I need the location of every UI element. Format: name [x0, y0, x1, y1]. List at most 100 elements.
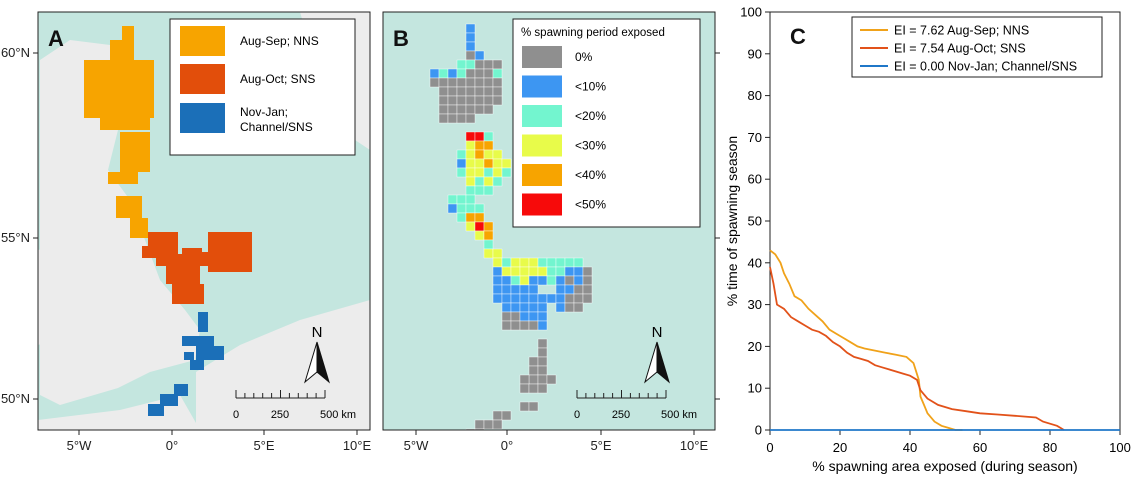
exposure-cell: [447, 95, 458, 106]
lon-tick-5w: 5°W: [67, 438, 92, 453]
exposure-cell: [546, 293, 557, 304]
x-tick-label: 60: [973, 440, 987, 455]
north-label: N: [312, 324, 323, 341]
exposure-cell: [537, 365, 548, 376]
exposure-cell: [492, 158, 503, 169]
exposure-cell: [483, 185, 494, 196]
exposure-cell: [465, 68, 476, 79]
spawning-cell: [172, 284, 204, 304]
exposure-cell: [456, 68, 467, 79]
scale-label-250: 250: [612, 409, 630, 421]
spawning-cell: [190, 360, 204, 370]
axes-b: 5°W 0° 5°E 10°E: [404, 52, 720, 453]
exposure-cell: [429, 77, 440, 88]
exposure-cell: [564, 302, 575, 313]
exposure-cell: [501, 410, 512, 421]
exposure-cell: [465, 50, 476, 61]
legend-swatch: [522, 105, 562, 127]
exposure-cell: [537, 257, 548, 268]
exposure-cell: [438, 68, 449, 79]
exposure-cell: [474, 230, 485, 241]
y-tick-label: 20: [748, 339, 762, 354]
scale-label-250: 250: [271, 409, 289, 421]
exposure-cell: [492, 68, 503, 79]
lon-tick-5e: 5°E: [590, 438, 611, 453]
exposure-cell: [483, 167, 494, 178]
exposure-cell: [546, 257, 557, 268]
exposure-cell: [555, 293, 566, 304]
panel-label-a: A: [48, 26, 64, 51]
exposure-cell: [474, 167, 485, 178]
lon-tick-10e: 10°E: [680, 438, 709, 453]
exposure-cell: [474, 419, 485, 430]
exposure-cell: [465, 95, 476, 106]
exposure-cell: [564, 275, 575, 286]
spawning-cell: [122, 26, 134, 60]
spawning-cell: [202, 252, 214, 266]
exposure-cell: [546, 275, 557, 286]
exposure-cell: [483, 77, 494, 88]
exposure-cell: [474, 86, 485, 97]
exposure-cell: [483, 158, 494, 169]
series-line-1: [769, 266, 1065, 431]
exposure-cell: [474, 212, 485, 223]
exposure-cell: [492, 275, 503, 286]
exposure-cell: [519, 320, 530, 331]
exposure-cell: [501, 275, 512, 286]
exposure-cell: [474, 176, 485, 187]
exposure-cell: [438, 113, 449, 124]
exposure-cell: [510, 302, 521, 313]
exposure-cell: [510, 293, 521, 304]
exposure-cell: [465, 113, 476, 124]
y-tick-label: 90: [748, 46, 762, 61]
exposure-cell: [492, 149, 503, 160]
exposure-cell: [510, 275, 521, 286]
exposure-cell: [483, 221, 494, 232]
exposure-cell: [573, 293, 584, 304]
exposure-cell: [582, 275, 593, 286]
panel-label-c: C: [790, 24, 806, 49]
spawning-cell: [182, 336, 214, 346]
y-axis-label: % time of spawning season: [724, 136, 740, 306]
exposure-cell: [465, 32, 476, 43]
exposure-cell: [465, 131, 476, 142]
exposure-cell: [546, 374, 557, 385]
exposure-cell: [465, 59, 476, 70]
exposure-cell: [519, 374, 530, 385]
exposure-cell: [474, 104, 485, 115]
exposure-cell: [519, 275, 530, 286]
spawning-cell: [100, 118, 150, 130]
exposure-cell: [465, 185, 476, 196]
x-tick-label: 20: [833, 440, 847, 455]
legend-series-label: EI = 7.54 Aug-Oct; SNS: [894, 42, 1026, 56]
lat-tick-55n: 55°N: [1, 230, 30, 245]
exposure-cell: [510, 311, 521, 322]
exposure-cell: [492, 293, 503, 304]
legend-title-b: % spawning period exposed: [521, 27, 665, 39]
exposure-cell: [555, 266, 566, 277]
exposure-cell: [474, 68, 485, 79]
exposure-cell: [474, 149, 485, 160]
exposure-cell: [483, 95, 494, 106]
y-tick-label: 100: [740, 5, 762, 20]
spawning-cell: [84, 60, 154, 118]
exposure-cell: [510, 284, 521, 295]
exposure-cell: [456, 59, 467, 70]
legend-swatch: [522, 193, 562, 216]
exposure-cell: [474, 77, 485, 88]
exposure-cell: [519, 383, 530, 394]
exposure-cell: [501, 302, 512, 313]
exposure-cell: [456, 194, 467, 205]
exposure-cell: [537, 356, 548, 367]
exposure-cell: [465, 149, 476, 160]
exposure-cell: [537, 383, 548, 394]
exposure-cell: [564, 284, 575, 295]
lon-tick-5e: 5°E: [253, 438, 274, 453]
exposure-cell: [528, 356, 539, 367]
y-tick-label: 70: [748, 130, 762, 145]
exposure-cell: [528, 401, 539, 412]
exposure-cell: [465, 221, 476, 232]
y-tick-label: 30: [748, 297, 762, 312]
exposure-cell: [555, 275, 566, 286]
